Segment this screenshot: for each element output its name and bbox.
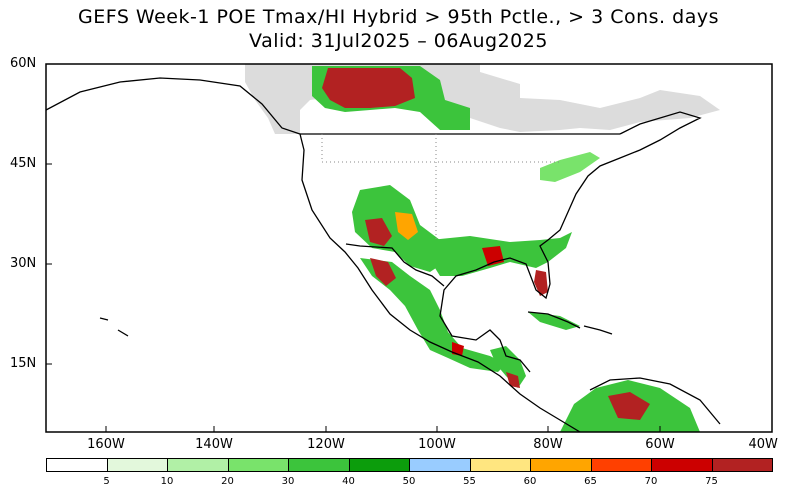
- map-title: GEFS Week-1 POE Tmax/HI Hybrid > 95th Pc…: [78, 6, 719, 28]
- lon-label-40w: 40W: [748, 437, 778, 452]
- colorbar-label: 5: [103, 476, 110, 487]
- colorbar-swatch: [227, 458, 289, 472]
- colorbar-swatch: [409, 458, 471, 472]
- lat-label-15n: 15N: [10, 356, 37, 371]
- map-frame: [45, 63, 773, 433]
- colorbar-label: 60: [523, 476, 537, 487]
- colorbar-swatch: [167, 458, 229, 472]
- colorbar-swatch: [106, 458, 168, 472]
- axis-ticks: [46, 63, 773, 432]
- florida-red-area: [534, 270, 548, 296]
- southwest-orange-area: [395, 212, 418, 240]
- colorbar-swatch: [469, 458, 531, 472]
- colorbar-label: 65: [584, 476, 597, 487]
- colorbar-swatch: [46, 458, 108, 472]
- southwest-red-area: [365, 218, 392, 246]
- colorbar-label: 10: [160, 476, 174, 487]
- mexico-green-area: [360, 258, 506, 372]
- lon-label-140w: 140W: [195, 437, 233, 452]
- colorbar-label: 20: [221, 476, 234, 487]
- colorbar-swatch: [348, 458, 410, 472]
- colorbar-swatch: [530, 458, 592, 472]
- lon-label-100w: 100W: [418, 437, 456, 452]
- colorbar-label: 70: [644, 476, 658, 487]
- northeast-green-area: [540, 152, 600, 182]
- lon-label-160w: 160W: [87, 437, 125, 452]
- interior-borders: [321, 134, 560, 240]
- colorbar-label: 50: [402, 476, 416, 487]
- lat-label-60n: 60N: [10, 56, 37, 71]
- colorbar-swatch: [288, 458, 350, 472]
- coastlines: [46, 77, 721, 432]
- lat-label-45n: 45N: [10, 156, 37, 171]
- south-america-red-area: [608, 392, 650, 420]
- lon-label-120w: 120W: [307, 437, 345, 452]
- colorbar-swatch: [651, 458, 713, 472]
- colorbar-swatch: [590, 458, 652, 472]
- colorbar-label: 30: [281, 476, 295, 487]
- mexico-red-area: [370, 258, 396, 286]
- colorbar-label: 55: [463, 476, 476, 487]
- cuba-green-area: [528, 312, 580, 330]
- lon-label-60w: 60W: [645, 437, 675, 452]
- colorbar-label: 40: [342, 476, 355, 487]
- lon-label-80w: 80W: [533, 437, 563, 452]
- colorbar-label: 75: [705, 476, 718, 487]
- lat-label-30n: 30N: [10, 256, 37, 271]
- valid-dates: Valid: 31Jul2025 – 06Aug2025: [249, 30, 548, 52]
- canada-red-area: [322, 68, 415, 108]
- colorbar-swatch: [711, 458, 773, 472]
